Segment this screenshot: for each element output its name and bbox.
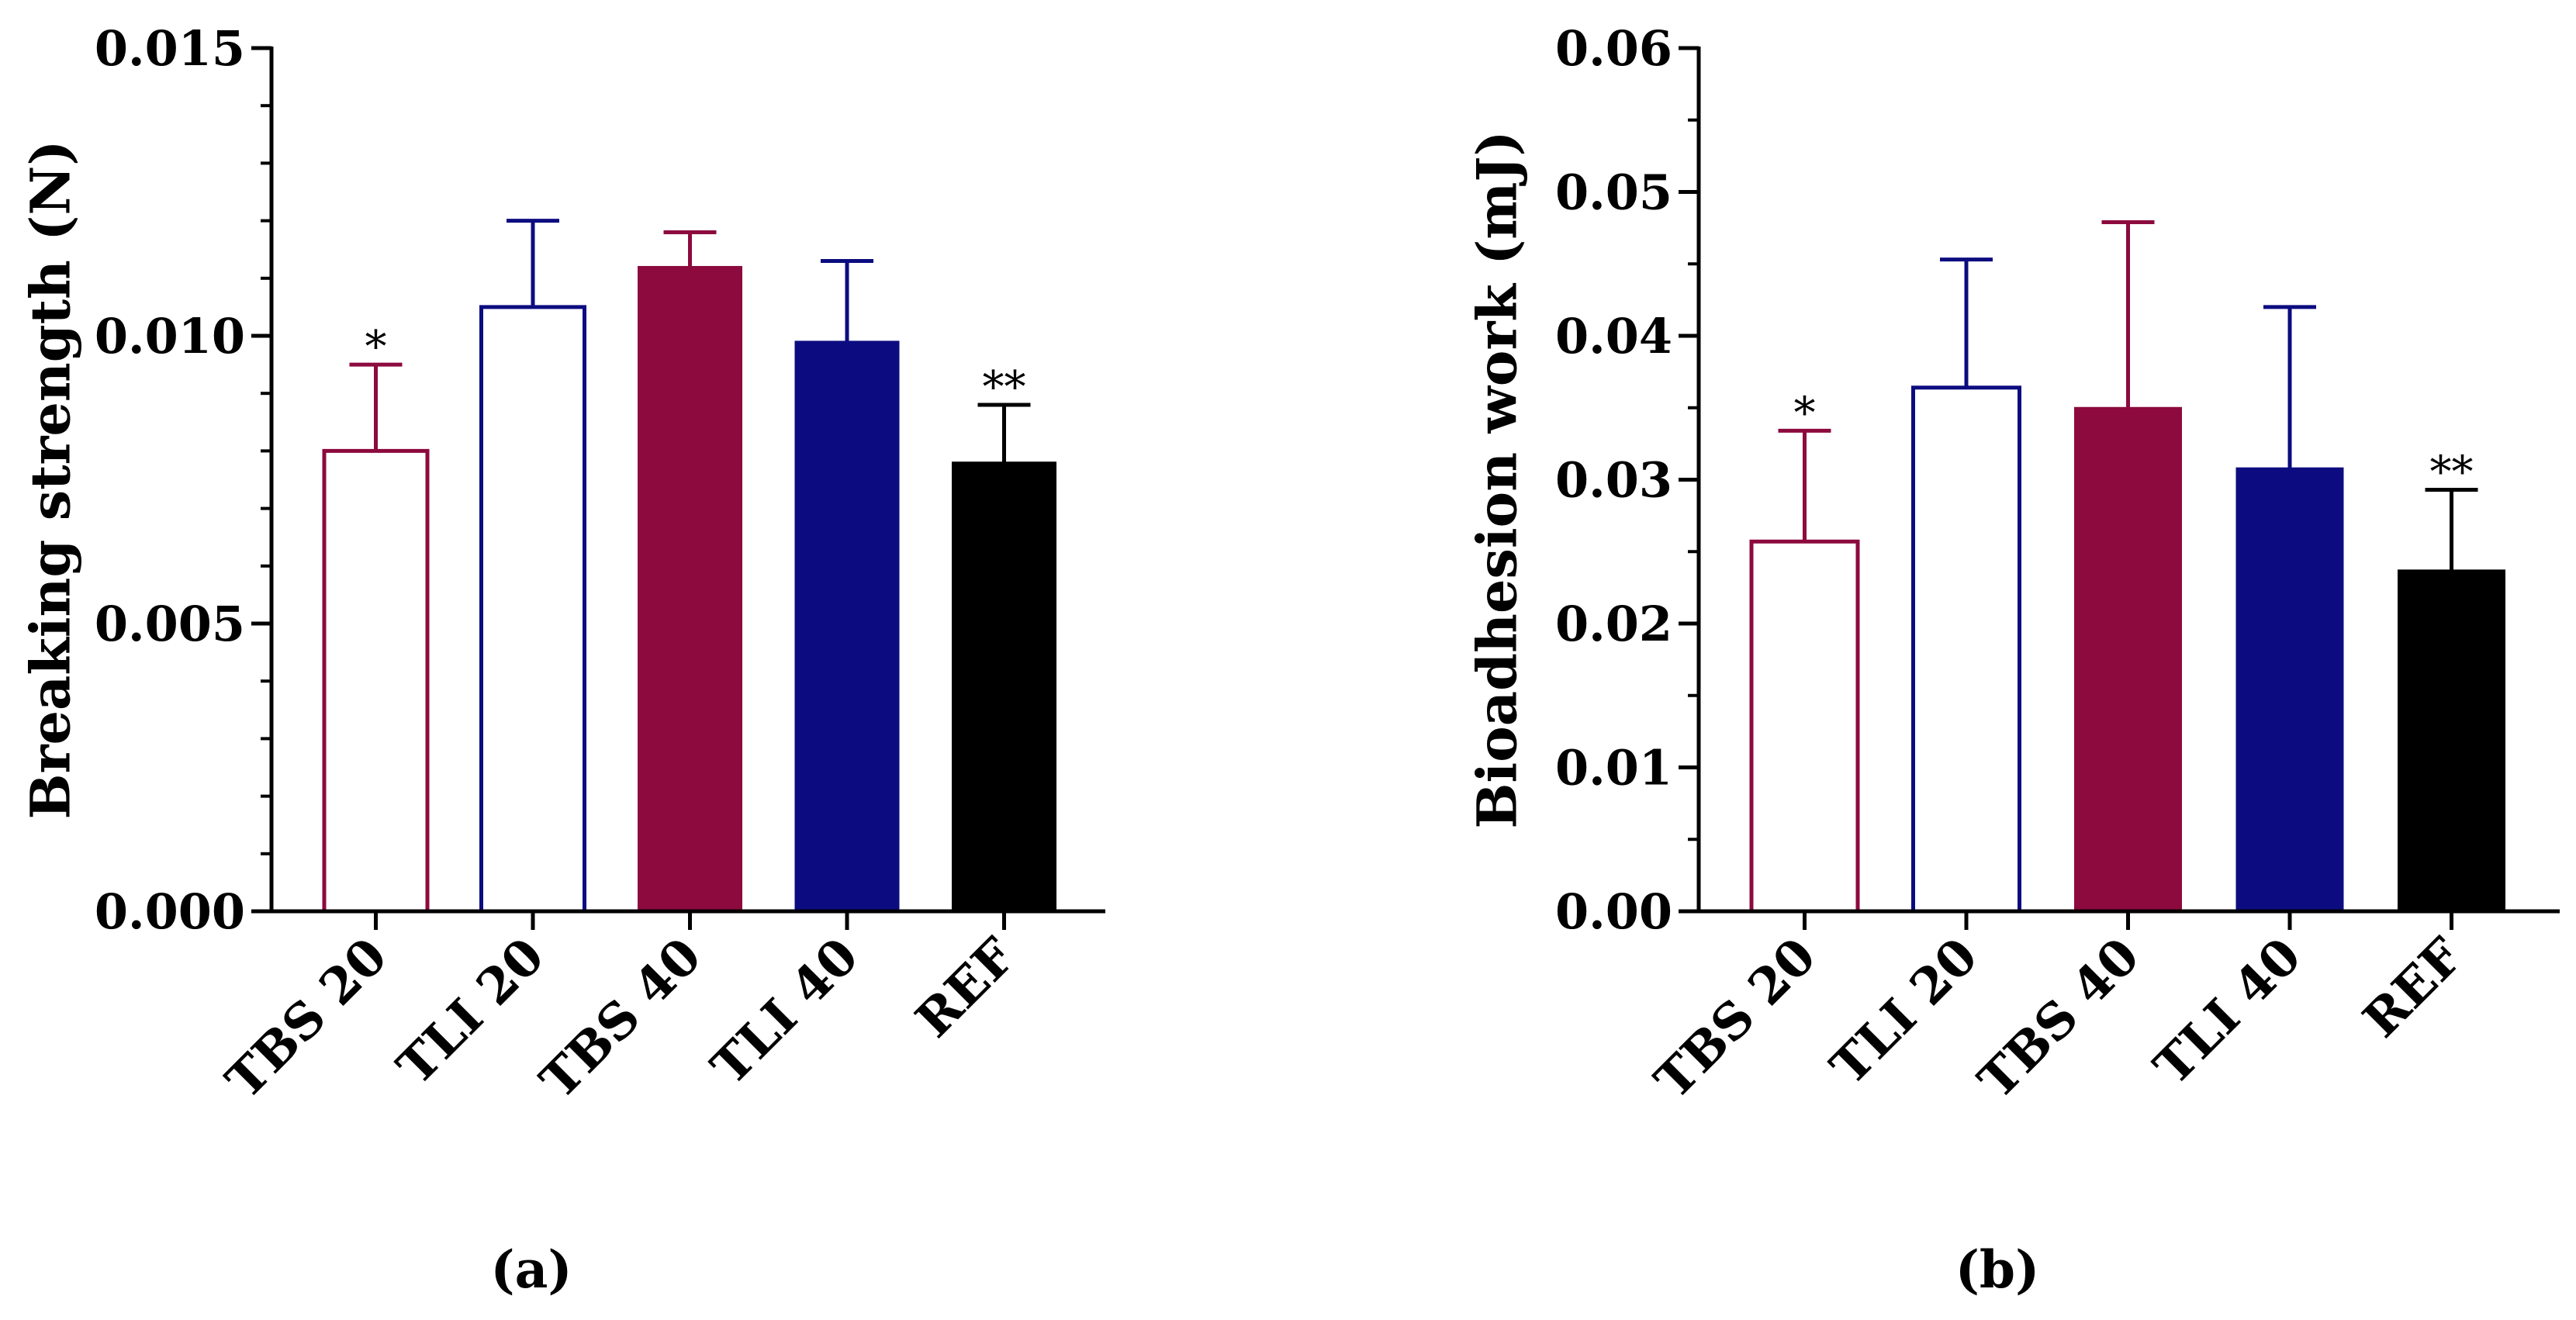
significance-marker: * bbox=[1794, 388, 1816, 438]
y-tick-label: 0.000 bbox=[95, 883, 245, 940]
x-tick-label: TLI 40 bbox=[700, 927, 870, 1096]
significance-marker: ** bbox=[2430, 447, 2474, 497]
significance-marker: * bbox=[365, 322, 387, 372]
y-tick-label: 0.010 bbox=[95, 308, 245, 365]
x-tick-label: REF bbox=[905, 927, 1027, 1049]
bar bbox=[1749, 539, 1860, 914]
x-tick-label: TLI 40 bbox=[2143, 927, 2312, 1096]
y-tick-label: 0.06 bbox=[1555, 20, 1672, 77]
y-tick-label: 0.015 bbox=[95, 20, 245, 77]
y-tick-label: 0.03 bbox=[1555, 452, 1672, 509]
bar bbox=[2074, 406, 2182, 912]
y-tick-label: 0.05 bbox=[1555, 164, 1672, 221]
bar bbox=[952, 461, 1056, 912]
bar bbox=[1911, 385, 2021, 914]
bar bbox=[794, 340, 900, 913]
x-tick-label: TBS 40 bbox=[529, 927, 712, 1110]
bar bbox=[322, 448, 430, 914]
y-tick-label: 0.00 bbox=[1555, 883, 1672, 940]
y-axis-title: Bioadhesion work (mJ) bbox=[1465, 130, 1530, 828]
x-tick-label: REF bbox=[2353, 927, 2474, 1049]
y-tick-label: 0.04 bbox=[1555, 308, 1672, 365]
x-tick-label: TBS 20 bbox=[1644, 927, 1827, 1110]
bar bbox=[2398, 569, 2505, 912]
bar bbox=[479, 305, 586, 914]
significance-marker: ** bbox=[983, 362, 1026, 413]
x-tick-label: TLI 20 bbox=[1820, 927, 1989, 1096]
x-tick-label: TBS 20 bbox=[215, 927, 398, 1110]
panel-label: (b) bbox=[1955, 1239, 2040, 1300]
x-tick-label: TBS 40 bbox=[1967, 927, 2150, 1110]
bar bbox=[2235, 467, 2344, 912]
panel-label: (a) bbox=[490, 1239, 572, 1300]
y-axis-title: Breaking strength (N) bbox=[19, 140, 83, 819]
y-tick-label: 0.005 bbox=[95, 596, 245, 652]
y-tick-label: 0.01 bbox=[1555, 740, 1672, 796]
bar bbox=[638, 265, 742, 912]
y-tick-label: 0.02 bbox=[1555, 596, 1672, 652]
